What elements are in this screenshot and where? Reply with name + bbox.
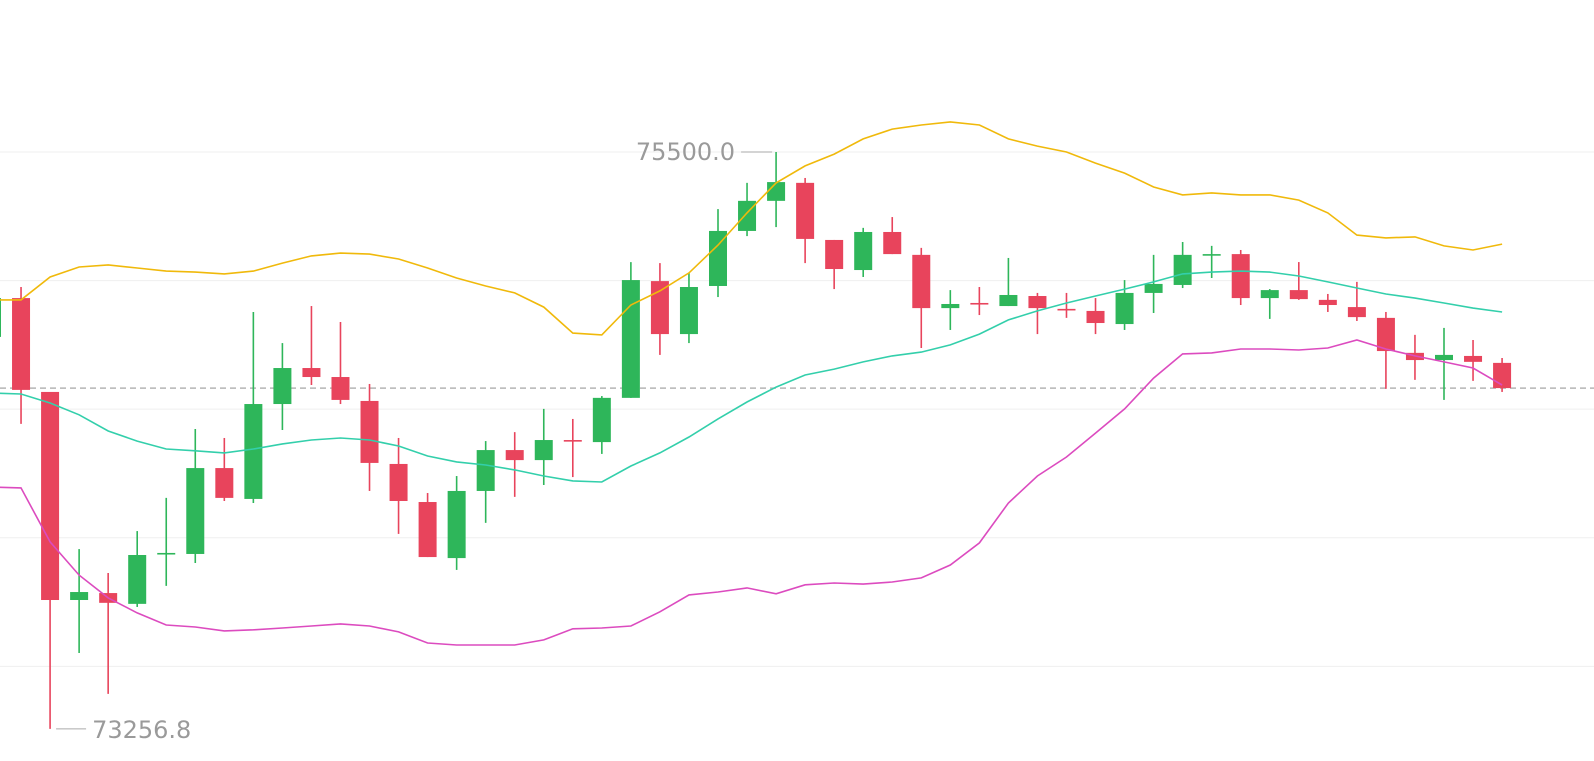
candle-body	[505, 450, 524, 461]
candle-body	[1057, 308, 1076, 311]
candle-body	[157, 552, 176, 555]
high-marker-label: 75500.0	[636, 138, 735, 166]
candle-body	[1173, 254, 1192, 285]
low-marker-label: 73256.8	[92, 716, 191, 744]
candle-body	[418, 502, 437, 558]
candle-body	[1115, 292, 1134, 325]
candle-body	[476, 450, 495, 491]
candle-body	[854, 231, 873, 271]
candle-body	[883, 231, 902, 255]
bollinger-line	[0, 339, 1503, 646]
candle-body	[999, 294, 1018, 307]
candle-body	[1086, 310, 1105, 324]
candle-body	[1347, 307, 1366, 318]
candle-body	[825, 239, 844, 270]
candle-body	[563, 440, 582, 442]
candle-body	[215, 468, 234, 498]
candle-body	[970, 302, 989, 305]
candle-body	[767, 182, 786, 201]
candle-body	[534, 440, 553, 461]
candle-body	[128, 554, 147, 604]
candle-body	[912, 254, 931, 309]
candle-body	[1028, 296, 1047, 309]
candle-body	[1376, 317, 1395, 352]
candle-body	[650, 281, 669, 335]
candle-body	[709, 230, 727, 286]
candle-body	[70, 592, 89, 601]
candle-body	[1318, 299, 1337, 306]
candle-body	[621, 280, 640, 398]
candle-body	[592, 397, 611, 443]
candle-body	[1464, 355, 1483, 362]
candle-body	[1144, 283, 1163, 293]
candle-body	[0, 298, 1, 337]
candle-body	[331, 377, 350, 400]
candle-body	[41, 391, 60, 601]
candle-body	[796, 182, 815, 239]
candle-body	[302, 368, 321, 378]
candle-body	[941, 303, 960, 309]
candle-body	[447, 490, 466, 559]
candle-body	[679, 287, 698, 335]
candle-body	[1231, 254, 1250, 299]
candle-body	[389, 463, 408, 501]
bollinger-line	[0, 121, 1503, 336]
candle-body	[360, 400, 379, 463]
candle-body	[1260, 290, 1279, 299]
candle-body	[1289, 290, 1308, 300]
candle-body	[244, 404, 263, 499]
candle-body	[1435, 354, 1453, 361]
candle-body	[186, 468, 205, 554]
bollinger-line	[0, 270, 1503, 483]
candle-body	[273, 368, 292, 405]
candle-body	[1202, 254, 1221, 256]
candle-body	[12, 298, 31, 390]
